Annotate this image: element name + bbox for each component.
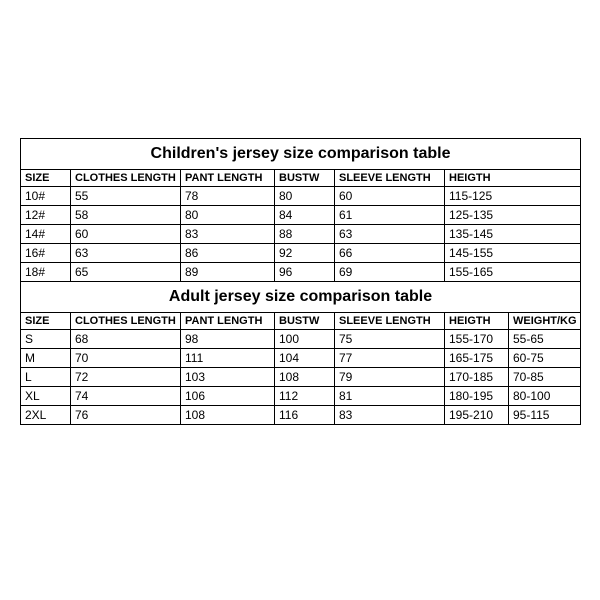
adult-row-cell: 70-85 — [509, 368, 581, 387]
child-row-cell: 18# — [21, 263, 71, 282]
adult-header-col-6: WEIGHT/KG — [509, 313, 581, 330]
adult-row-cell: 2XL — [21, 406, 71, 425]
adult-row-cell: 195-210 — [445, 406, 509, 425]
adult-header-col-4: SLEEVE LENGTH — [335, 313, 445, 330]
child-row-cell: 63 — [335, 225, 445, 244]
child-row-cell: 92 — [275, 244, 335, 263]
child-row-cell: 10# — [21, 187, 71, 206]
child-row-cell: 89 — [181, 263, 275, 282]
adult-row-cell: 75 — [335, 330, 445, 349]
adult-row-cell: L — [21, 368, 71, 387]
adult-row-cell: 104 — [275, 349, 335, 368]
child-row-cell: 80 — [275, 187, 335, 206]
child-row-cell: 69 — [335, 263, 445, 282]
adult-row-cell: 74 — [71, 387, 181, 406]
child-header-col-3: BUSTW — [275, 170, 335, 187]
adult-row-cell: 68 — [71, 330, 181, 349]
child-row-cell: 16# — [21, 244, 71, 263]
adult-header-col-2: PANT LENGTH — [181, 313, 275, 330]
child-row-cell: 61 — [335, 206, 445, 225]
child-row-cell: 12# — [21, 206, 71, 225]
child-header-col-1: CLOTHES LENGTH — [71, 170, 181, 187]
child-row-cell: 58 — [71, 206, 181, 225]
adult-row-cell: 108 — [181, 406, 275, 425]
child-row-cell: 60 — [335, 187, 445, 206]
adult-header-col-5: HEIGTH — [445, 313, 509, 330]
adult-header-col-1: CLOTHES LENGTH — [71, 313, 181, 330]
adult-row-cell: 180-195 — [445, 387, 509, 406]
child-row-cell: 14# — [21, 225, 71, 244]
adult-row-cell: 79 — [335, 368, 445, 387]
adult-row-cell: 155-170 — [445, 330, 509, 349]
child-row-cell: 155-165 — [445, 263, 581, 282]
child-row-cell: 115-125 — [445, 187, 581, 206]
adult-row-cell: 60-75 — [509, 349, 581, 368]
adult-row-cell: 72 — [71, 368, 181, 387]
child-row-cell: 80 — [181, 206, 275, 225]
adult-row-cell: XL — [21, 387, 71, 406]
adult-row-cell: 98 — [181, 330, 275, 349]
child-row-cell: 83 — [181, 225, 275, 244]
adult-row-cell: 81 — [335, 387, 445, 406]
child-row-cell: 86 — [181, 244, 275, 263]
child-row-cell: 65 — [71, 263, 181, 282]
size-table: Children's jersey size comparison tableS… — [20, 138, 581, 425]
child-header-col-4: SLEEVE LENGTH — [335, 170, 445, 187]
adult-row-cell: 112 — [275, 387, 335, 406]
child-row-cell: 66 — [335, 244, 445, 263]
adult-header-col-0: SIZE — [21, 313, 71, 330]
adult-row-cell: M — [21, 349, 71, 368]
child-row-cell: 125-135 — [445, 206, 581, 225]
child-header-col-0: SIZE — [21, 170, 71, 187]
adult-row-cell: 116 — [275, 406, 335, 425]
adult-row-cell: 83 — [335, 406, 445, 425]
adult-row-cell: S — [21, 330, 71, 349]
child-row-cell: 84 — [275, 206, 335, 225]
adult-row-cell: 165-175 — [445, 349, 509, 368]
child-row-cell: 88 — [275, 225, 335, 244]
child-row-cell: 60 — [71, 225, 181, 244]
adult-row-cell: 55-65 — [509, 330, 581, 349]
adult-row-cell: 106 — [181, 387, 275, 406]
child-header-col-5: HEIGTH — [445, 170, 581, 187]
child-row-cell: 145-155 — [445, 244, 581, 263]
child-row-cell: 78 — [181, 187, 275, 206]
adult-row-cell: 76 — [71, 406, 181, 425]
adult-title: Adult jersey size comparison table — [21, 282, 581, 313]
adult-row-cell: 100 — [275, 330, 335, 349]
adult-row-cell: 95-115 — [509, 406, 581, 425]
adult-row-cell: 108 — [275, 368, 335, 387]
child-title: Children's jersey size comparison table — [21, 139, 581, 170]
child-row-cell: 55 — [71, 187, 181, 206]
adult-row-cell: 103 — [181, 368, 275, 387]
adult-row-cell: 170-185 — [445, 368, 509, 387]
page: Children's jersey size comparison tableS… — [0, 0, 600, 600]
child-row-cell: 135-145 — [445, 225, 581, 244]
adult-row-cell: 77 — [335, 349, 445, 368]
child-row-cell: 96 — [275, 263, 335, 282]
adult-row-cell: 80-100 — [509, 387, 581, 406]
adult-header-col-3: BUSTW — [275, 313, 335, 330]
adult-row-cell: 70 — [71, 349, 181, 368]
child-row-cell: 63 — [71, 244, 181, 263]
child-header-col-2: PANT LENGTH — [181, 170, 275, 187]
adult-row-cell: 111 — [181, 349, 275, 368]
